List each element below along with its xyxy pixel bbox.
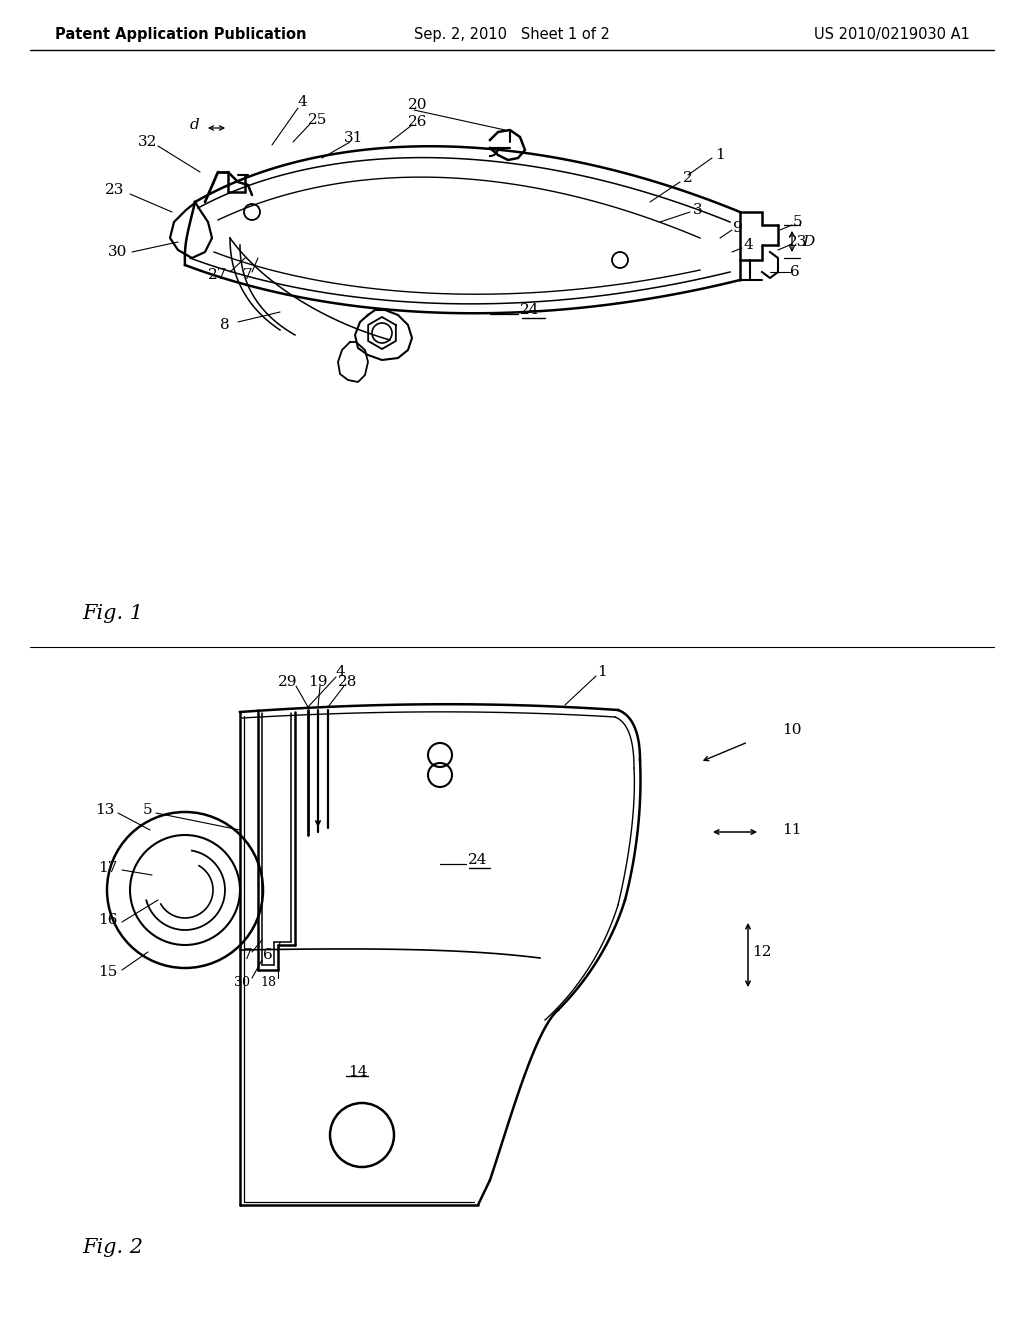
Text: 9: 9 bbox=[733, 220, 742, 235]
Text: Fig. 2: Fig. 2 bbox=[82, 1238, 143, 1257]
Text: 15: 15 bbox=[98, 965, 118, 979]
Text: 7: 7 bbox=[243, 268, 253, 282]
Text: 23: 23 bbox=[105, 183, 125, 197]
Text: 18: 18 bbox=[260, 975, 276, 989]
Text: 23: 23 bbox=[788, 235, 808, 249]
Text: 4: 4 bbox=[743, 238, 753, 252]
Text: Patent Application Publication: Patent Application Publication bbox=[55, 28, 306, 42]
Text: 16: 16 bbox=[98, 913, 118, 927]
Text: 1: 1 bbox=[715, 148, 725, 162]
Text: 30: 30 bbox=[234, 975, 250, 989]
Text: 6: 6 bbox=[263, 948, 272, 962]
Text: US 2010/0219030 A1: US 2010/0219030 A1 bbox=[814, 28, 970, 42]
Text: 24: 24 bbox=[468, 853, 487, 867]
Text: 30: 30 bbox=[109, 246, 128, 259]
Text: 10: 10 bbox=[782, 723, 802, 737]
Text: 11: 11 bbox=[782, 822, 802, 837]
Text: 12: 12 bbox=[753, 945, 772, 960]
Text: 4: 4 bbox=[335, 665, 345, 678]
Text: 25: 25 bbox=[308, 114, 328, 127]
Text: Sep. 2, 2010   Sheet 1 of 2: Sep. 2, 2010 Sheet 1 of 2 bbox=[414, 28, 610, 42]
Text: 29: 29 bbox=[279, 675, 298, 689]
Text: 26: 26 bbox=[409, 115, 428, 129]
Text: 5: 5 bbox=[143, 803, 153, 817]
Text: 8: 8 bbox=[220, 318, 229, 333]
Text: 1: 1 bbox=[597, 665, 607, 678]
Text: 32: 32 bbox=[138, 135, 158, 149]
Text: 31: 31 bbox=[344, 131, 364, 145]
Text: 3: 3 bbox=[693, 203, 702, 216]
Text: 20: 20 bbox=[409, 98, 428, 112]
Text: 17: 17 bbox=[98, 861, 118, 875]
Text: 14: 14 bbox=[348, 1065, 368, 1078]
Text: D: D bbox=[802, 235, 814, 249]
Text: 13: 13 bbox=[95, 803, 115, 817]
Text: 24: 24 bbox=[520, 304, 540, 317]
Text: 6: 6 bbox=[791, 265, 800, 279]
Text: 4: 4 bbox=[297, 95, 307, 110]
Text: 7: 7 bbox=[243, 948, 253, 962]
Text: 2: 2 bbox=[683, 172, 693, 185]
Text: 28: 28 bbox=[338, 675, 357, 689]
Text: d: d bbox=[190, 117, 200, 132]
Text: 19: 19 bbox=[308, 675, 328, 689]
Text: Fig. 1: Fig. 1 bbox=[82, 605, 143, 623]
Text: 27: 27 bbox=[208, 268, 227, 282]
Text: 5: 5 bbox=[794, 215, 803, 228]
